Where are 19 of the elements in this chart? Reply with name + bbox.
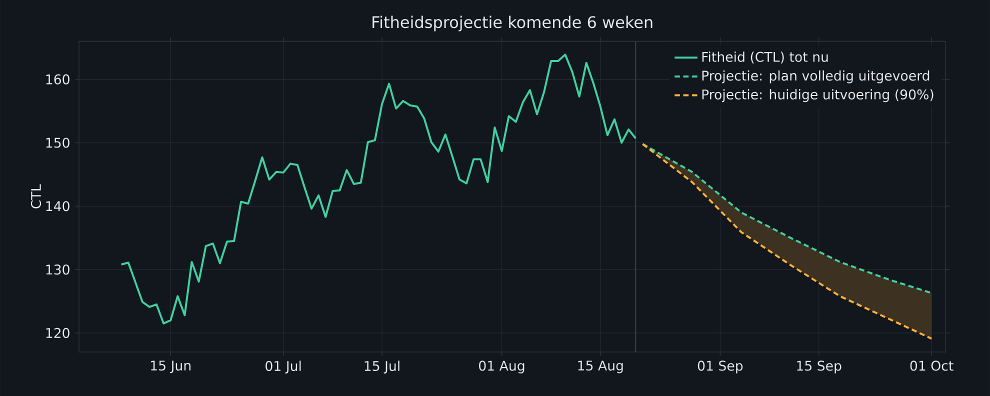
chart-title: Fitheidsprojectie komende 6 weken [372,16,652,32]
line-series [642,143,933,294]
y-tick-label: 120 [46,328,70,338]
y-tick-label: 130 [46,264,70,275]
x-tick-label: 15 Jun [151,360,190,374]
y-tick-label: 160 [46,74,70,84]
x-tick-label: 01 Oct [910,360,954,371]
x-tick-label: 15 Sep [797,360,842,374]
y-tick-label: 140 [46,201,70,212]
y-axis-title: CTL [30,184,42,208]
legend-label: Projectie: plan volledig uitgevoerd [702,70,930,84]
x-tick-label: 15 Jul [364,360,400,374]
legend-label: Fitheid (CTL) tot nu [702,52,828,64]
x-tick-label: 01 Jul [266,360,301,374]
x-tick-label: 15 Aug [578,360,623,374]
y-tick-label: 150 [46,138,70,148]
legend-label: Projectie: huidige uitvoering (90%) [702,89,934,102]
x-tick-label: 01 Aug [479,360,524,374]
x-tick-label: 01 Sep [698,360,743,374]
